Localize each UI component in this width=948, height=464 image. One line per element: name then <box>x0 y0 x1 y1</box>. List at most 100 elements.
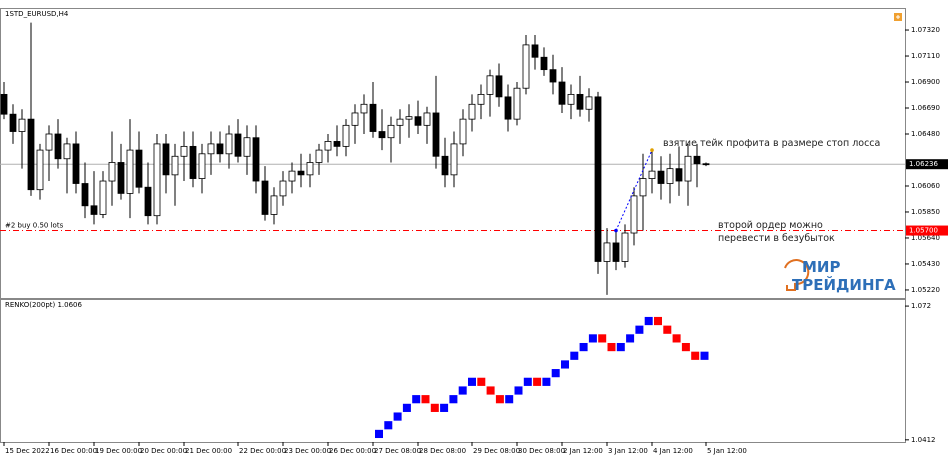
y-tick-label: 1.05850 <box>911 208 940 216</box>
candle-body <box>9 113 17 132</box>
candle-body <box>612 242 620 262</box>
candle-body <box>405 116 413 120</box>
renko-brick <box>644 316 653 326</box>
candle-body <box>531 44 539 58</box>
candle-body <box>450 143 458 176</box>
renko-brick <box>523 377 532 386</box>
candle-body <box>576 93 584 110</box>
candle-body <box>378 131 386 139</box>
x-tick-label: 22 Dec 00:00 <box>239 447 286 455</box>
candle-body <box>288 170 296 182</box>
candle-body <box>216 143 224 155</box>
logo-head <box>784 259 810 291</box>
candle-body <box>153 143 161 217</box>
candle-body <box>585 96 593 110</box>
candle-body <box>99 180 107 215</box>
renko-title: RENKO(200pt) 1.0606 <box>5 301 83 309</box>
candle-body <box>477 93 485 105</box>
renko-brick <box>505 395 514 404</box>
candle-body <box>540 56 548 71</box>
candle-body <box>90 205 98 215</box>
candle-body <box>513 87 521 120</box>
x-tick-label: 29 Dec 08:00 <box>473 447 520 455</box>
renko-brick <box>635 325 644 334</box>
candle-body <box>549 69 557 83</box>
renko-brick <box>402 403 411 412</box>
order-label: #2 buy 0.50 lots <box>5 222 64 230</box>
renko-brick <box>663 325 672 334</box>
renko-brick <box>486 386 495 395</box>
candle-body <box>396 118 404 126</box>
candle-body <box>468 103 476 120</box>
candle-body <box>432 112 440 157</box>
x-tick-label: 15 Dec 2022 <box>5 447 50 455</box>
renko-brick <box>672 334 681 343</box>
renko-brick <box>616 342 625 352</box>
candle-body <box>261 180 269 215</box>
candle-body <box>567 93 575 105</box>
candle-body <box>684 155 692 182</box>
candle-body <box>558 81 566 105</box>
renko-brick <box>384 421 393 430</box>
candle-body <box>0 93 8 115</box>
candle-body <box>639 178 647 197</box>
candle-body <box>630 195 638 234</box>
x-tick-label: 26 Dec 00:00 <box>329 447 376 455</box>
renko-brick <box>412 395 421 404</box>
renko-brick <box>654 316 662 326</box>
current-price-box <box>906 159 948 170</box>
x-tick-label: 20 Dec 00:00 <box>140 447 187 455</box>
renko-brick <box>421 395 430 404</box>
candle-body <box>117 162 125 194</box>
candle-body <box>423 112 431 126</box>
renko-brick <box>477 377 486 386</box>
candle-body <box>351 112 359 126</box>
x-tick-label: 19 Dec 00:00 <box>95 447 142 455</box>
renko-brick <box>533 377 542 386</box>
candle-body <box>225 133 233 155</box>
x-tick-label: 16 Dec 00:00 <box>50 447 97 455</box>
candle-body <box>36 149 44 191</box>
candle-body <box>702 163 710 166</box>
renko-brick <box>588 334 597 343</box>
x-tick-label: 28 Dec 08:00 <box>419 447 466 455</box>
candle-body <box>198 153 206 179</box>
logo-line: ТРЕЙДИНГА <box>792 276 896 294</box>
x-tick-label: 4 Jan 12:00 <box>653 447 693 455</box>
candle-body <box>333 141 341 147</box>
x-tick-label: 5 Jan 12:00 <box>707 447 747 455</box>
renko-brick <box>440 403 449 412</box>
candle-body <box>207 143 215 155</box>
renko-brick <box>393 412 402 421</box>
renko-brick <box>681 342 690 352</box>
candle-body <box>387 124 395 139</box>
renko-brick <box>542 377 551 386</box>
renko-brick <box>598 334 607 343</box>
x-tick-label: 21 Dec 00:00 <box>185 447 232 455</box>
candle-body <box>315 149 323 163</box>
candle-body <box>81 183 89 207</box>
renko-brick <box>430 403 439 412</box>
candle-body <box>144 186 152 217</box>
renko-brick <box>626 334 635 343</box>
candle-body <box>504 96 512 120</box>
candle-body <box>414 116 422 126</box>
x-tick-label: 3 Jan 12:00 <box>608 447 648 455</box>
y-tick-label: 1.06480 <box>911 130 940 138</box>
annotation: второй ордер можно перевести в безубыток <box>718 220 835 244</box>
x-tick-label: 23 Dec 00:00 <box>284 447 331 455</box>
candle-body <box>297 170 305 176</box>
renko-brick <box>495 395 504 404</box>
x-tick-label: 27 Dec 08:00 <box>374 447 421 455</box>
y-tick-label: 1.0412 <box>911 436 936 444</box>
candle-body <box>27 118 35 191</box>
y-tick-label: 1.05640 <box>911 234 940 242</box>
candle-body <box>666 168 674 184</box>
chart-title: 1STD_EURUSD,H4 <box>5 10 69 18</box>
renko-brick <box>561 360 569 369</box>
candle-body <box>441 155 449 176</box>
renko-brick <box>458 386 467 395</box>
renko-brick <box>700 351 709 360</box>
y-tick-label: 1.05220 <box>911 286 940 294</box>
